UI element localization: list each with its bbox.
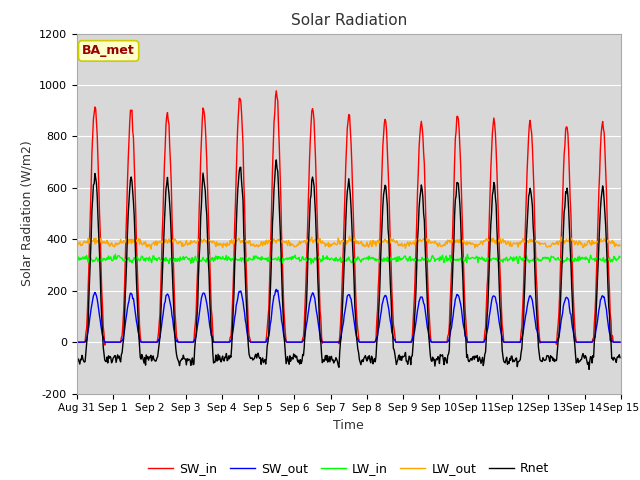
LW_in <box>195 255 202 261</box>
Rnet <box>273 157 280 163</box>
Rnet <box>194 301 202 307</box>
LW_out <box>73 245 81 251</box>
LW_out <box>223 240 231 246</box>
Line: SW_in: SW_in <box>77 91 620 345</box>
Line: LW_out: LW_out <box>77 236 620 249</box>
LW_out <box>147 246 155 252</box>
X-axis label: Time: Time <box>333 419 364 432</box>
Line: SW_out: SW_out <box>77 289 620 342</box>
LW_in <box>432 256 440 262</box>
LW_out <box>346 233 353 239</box>
LW_out <box>139 242 147 248</box>
SW_out <box>616 339 624 345</box>
LW_in <box>111 252 119 257</box>
SW_in <box>223 339 231 345</box>
Legend: SW_in, SW_out, LW_in, LW_out, Rnet: SW_in, SW_out, LW_in, LW_out, Rnet <box>143 457 554 480</box>
SW_in <box>616 339 624 345</box>
SW_in <box>432 339 440 345</box>
SW_out <box>415 299 423 304</box>
LW_in <box>307 261 315 267</box>
LW_out <box>432 240 440 245</box>
SW_in <box>101 342 109 348</box>
Text: BA_met: BA_met <box>82 44 135 58</box>
Title: Solar Radiation: Solar Radiation <box>291 13 407 28</box>
SW_out <box>194 322 202 327</box>
SW_out <box>431 339 439 345</box>
LW_in <box>616 254 624 260</box>
Line: Rnet: Rnet <box>77 160 620 370</box>
Rnet <box>415 205 423 211</box>
LW_in <box>223 257 231 263</box>
SW_out <box>223 339 230 345</box>
SW_in <box>83 325 90 331</box>
SW_in <box>195 234 202 240</box>
LW_in <box>140 257 147 263</box>
SW_in <box>140 339 147 345</box>
SW_out <box>273 287 280 292</box>
Y-axis label: Solar Radiation (W/m2): Solar Radiation (W/m2) <box>20 141 33 287</box>
SW_in <box>273 88 280 94</box>
Rnet <box>431 363 439 369</box>
Rnet <box>616 355 624 360</box>
SW_out <box>139 339 147 345</box>
Rnet <box>139 354 147 360</box>
LW_in <box>83 252 90 258</box>
LW_in <box>416 257 424 263</box>
LW_out <box>195 237 202 243</box>
Line: LW_in: LW_in <box>77 254 620 264</box>
LW_out <box>83 239 90 244</box>
SW_in <box>73 339 81 345</box>
Rnet <box>223 351 230 357</box>
SW_out <box>83 338 90 344</box>
LW_out <box>416 237 424 242</box>
Rnet <box>83 341 90 347</box>
LW_out <box>616 243 624 249</box>
LW_in <box>73 254 81 260</box>
SW_in <box>416 132 424 138</box>
Rnet <box>73 354 81 360</box>
SW_out <box>73 339 81 345</box>
Rnet <box>585 367 593 372</box>
